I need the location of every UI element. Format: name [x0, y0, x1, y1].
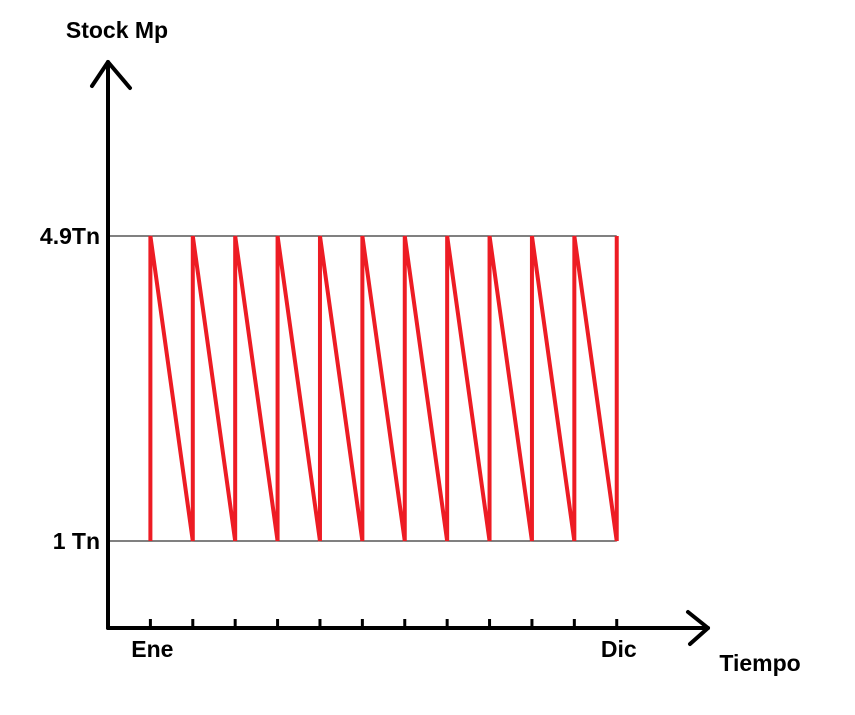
y-axis-arrow [90, 60, 132, 90]
x-axis-title: Tiempo [719, 650, 800, 676]
y-tick-label: 4.9Tn [40, 223, 100, 249]
y-tick-label: 1 Tn [53, 528, 100, 554]
y-axis-title: Stock Mp [66, 17, 168, 43]
axes [90, 60, 710, 646]
x-axis-arrow [686, 610, 710, 646]
x-tick-label: Dic [601, 636, 637, 662]
x-tick-label: Ene [131, 636, 173, 662]
line-series [148, 235, 619, 542]
